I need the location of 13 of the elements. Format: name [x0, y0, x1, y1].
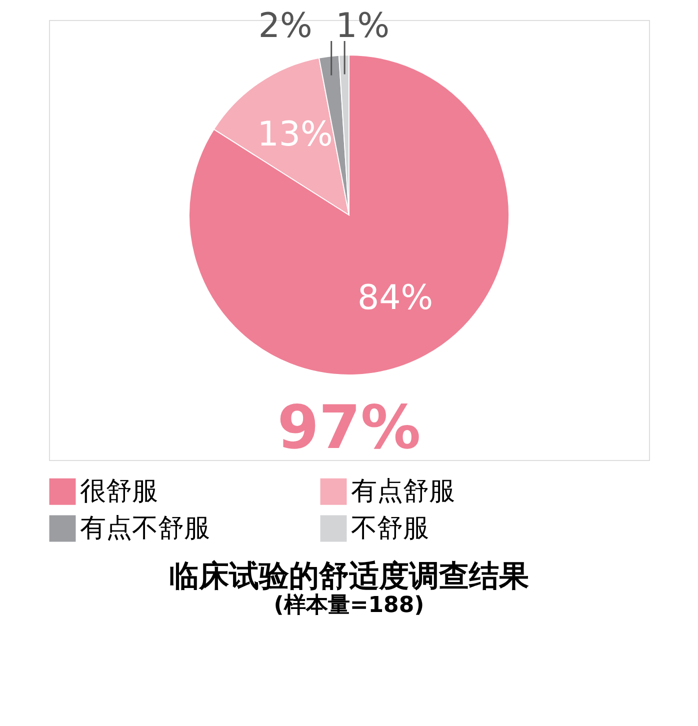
data-label: 2%: [258, 6, 312, 46]
legend-label: 很舒服: [80, 476, 158, 507]
text: (样本量=188): [274, 593, 424, 618]
legend-label: 有点舒服: [351, 476, 455, 507]
pie-slice: [188, 54, 510, 376]
text: 97%: [277, 393, 421, 463]
data-label: 84%: [357, 278, 434, 318]
data-label: 13%: [257, 114, 333, 155]
legend-label: 不舒服: [351, 514, 429, 544]
text: 临床试验的舒适度调查结果: [169, 559, 529, 594]
legend-label: 有点不舒服: [80, 514, 210, 544]
pie-slice: [213, 57, 350, 216]
data-label: 1%: [336, 6, 390, 46]
